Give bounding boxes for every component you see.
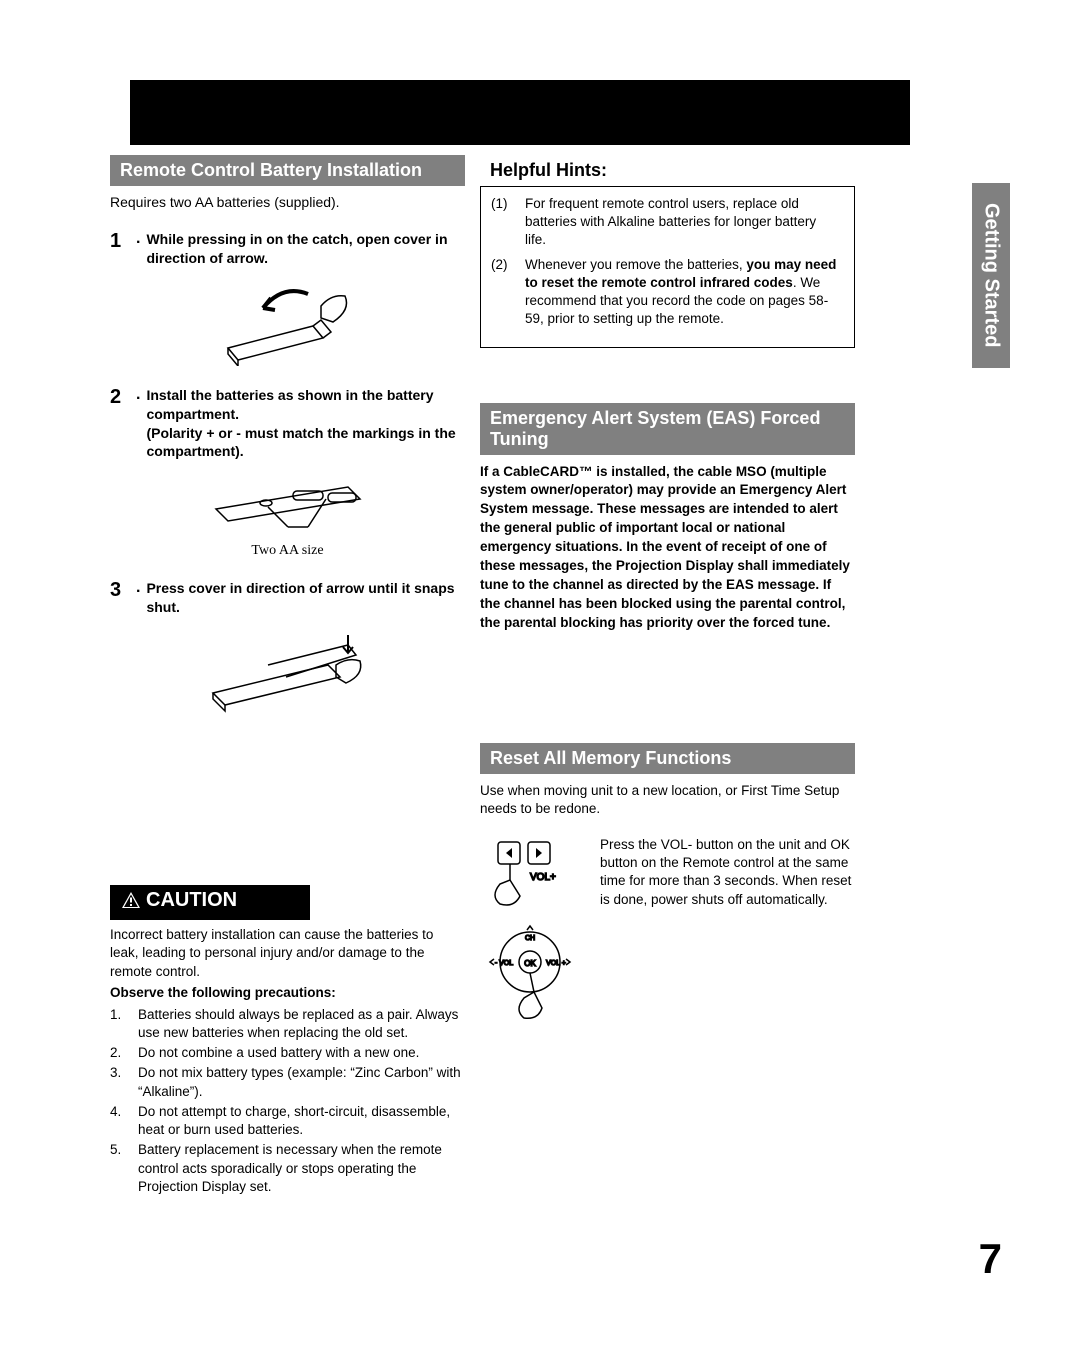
- caution-list: 1.Batteries should always be replaced as…: [110, 1006, 465, 1196]
- hint-text: Whenever you remove the batteries, you m…: [525, 256, 840, 329]
- svg-text:VOL+: VOL+: [530, 872, 556, 883]
- step-number: 3: [110, 579, 128, 617]
- hint-text: For frequent remote control users, repla…: [525, 195, 840, 250]
- step-text: Press cover in direction of arrow until …: [146, 579, 465, 617]
- eas-header: Emergency Alert System (EAS) Forced Tuni…: [480, 403, 855, 455]
- caution-item: 4.Do not attempt to charge, short-circui…: [110, 1103, 465, 1139]
- reset-header: Reset All Memory Functions: [480, 743, 855, 774]
- reset-row: VOL+ OK CH - VOL VOL +: [480, 836, 855, 1020]
- hint-item: (1) For frequent remote control users, r…: [481, 195, 854, 250]
- remote-ok-icon: OK CH - VOL VOL +: [480, 920, 580, 1020]
- step-1: 1 . While pressing in on the catch, open…: [110, 230, 465, 268]
- caution-sub: Observe the following precautions:: [110, 985, 465, 1000]
- caution-intro: Incorrect battery installation can cause…: [110, 926, 465, 981]
- left-column: Remote Control Battery Installation Requ…: [110, 155, 465, 1198]
- caution-item: 1.Batteries should always be replaced as…: [110, 1006, 465, 1042]
- reset-text: Press the VOL- button on the unit and OK…: [600, 836, 855, 909]
- diagram-batteries: Two AA size: [110, 469, 465, 559]
- battery-install-header: Remote Control Battery Installation: [110, 155, 465, 186]
- reset-diagrams: VOL+ OK CH - VOL VOL +: [480, 836, 580, 1020]
- caution-section: CAUTION Incorrect battery installation c…: [110, 885, 465, 1196]
- caution-item: 5.Battery replacement is necessary when …: [110, 1141, 465, 1196]
- unit-buttons-icon: VOL+: [480, 836, 570, 906]
- right-column: Helpful Hints: (1) For frequent remote c…: [480, 155, 855, 1020]
- diagram-caption: Two AA size: [110, 543, 465, 559]
- hint-item: (2) Whenever you remove the batteries, y…: [481, 256, 854, 329]
- step-text: While pressing in on the catch, open cov…: [146, 230, 465, 268]
- diagram-close-cover: [110, 625, 465, 715]
- warning-icon: [122, 891, 140, 914]
- step-2: 2 . Install the batteries as shown in th…: [110, 386, 465, 462]
- reset-intro: Use when moving unit to a new location, …: [480, 782, 855, 818]
- caution-label: CAUTION: [146, 889, 237, 911]
- svg-text:- VOL: - VOL: [495, 960, 513, 967]
- eas-text: If a CableCARD™ is installed, the cable …: [480, 463, 855, 633]
- caution-banner: CAUTION: [110, 885, 310, 920]
- step-3: 3 . Press cover in direction of arrow un…: [110, 579, 465, 617]
- caution-item: 2.Do not combine a used battery with a n…: [110, 1044, 465, 1062]
- svg-text:VOL +: VOL +: [546, 960, 566, 967]
- step-number: 1: [110, 230, 128, 268]
- step-number: 2: [110, 386, 128, 462]
- helpful-hints-box: Helpful Hints: (1) For frequent remote c…: [480, 155, 855, 348]
- diagram-open-cover: [110, 276, 465, 366]
- hints-header: Helpful Hints:: [480, 155, 855, 187]
- svg-text:OK: OK: [524, 959, 536, 968]
- step-text: Install the batteries as shown in the ba…: [146, 386, 465, 462]
- battery-install-intro: Requires two AA batteries (supplied).: [110, 194, 465, 210]
- svg-text:CH: CH: [525, 935, 535, 942]
- section-tab: Getting Started: [972, 183, 1010, 368]
- caution-item: 3.Do not mix battery types (example: “Zi…: [110, 1064, 465, 1100]
- page-number: 7: [979, 1235, 1002, 1283]
- header-bar: [130, 80, 910, 145]
